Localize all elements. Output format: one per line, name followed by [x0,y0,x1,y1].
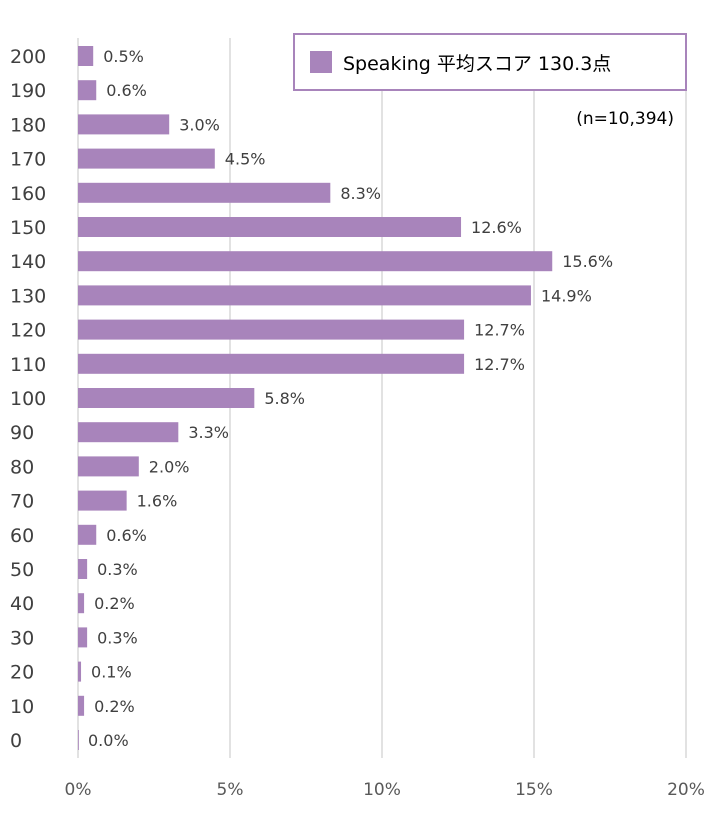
category-label-190: 190 [10,80,46,102]
bar-60 [78,524,97,545]
bar-50 [78,559,88,579]
category-label-10: 10 [10,696,34,718]
bar-100 [78,388,255,408]
category-label-130: 130 [10,285,46,307]
bar-170 [78,148,215,169]
bar-110 [78,353,465,374]
value-label-120: 12.7% [474,321,525,340]
bar-20 [78,661,82,682]
value-label-130: 14.9% [541,286,592,305]
category-label-20: 20 [10,662,34,684]
value-label-80: 2.0% [149,457,190,476]
bar-10 [78,695,85,716]
category-label-0: 0 [10,730,22,752]
category-label-110: 110 [10,354,46,376]
category-label-60: 60 [10,525,34,547]
value-label-70: 1.6% [137,492,178,511]
bars [78,46,553,750]
value-label-170: 4.5% [225,150,266,169]
bar-180 [78,114,170,135]
category-label-160: 160 [10,183,46,205]
value-label-110: 12.7% [474,355,525,374]
bar-80 [78,456,139,477]
bar-0 [78,730,79,750]
legend-series-name: Speaking 平均スコア 130.3点 [343,53,611,75]
bar-200 [78,46,94,66]
category-labels: 2001901801701601501401301201101009080706… [10,46,46,752]
category-label-40: 40 [10,593,34,615]
value-label-30: 0.3% [97,628,138,647]
value-label-140: 15.6% [562,252,613,271]
bar-140 [78,251,553,272]
legend-box [293,33,687,91]
value-label-160: 8.3% [340,184,381,203]
category-label-170: 170 [10,149,46,171]
value-label-50: 0.3% [97,560,138,579]
x-tick-label-0: 0% [65,780,92,800]
category-label-80: 80 [10,456,34,478]
x-tick-label-2: 10% [363,780,401,800]
value-label-60: 0.6% [106,526,147,545]
x-tick-labels: 0% 5% 10% 15% 20% [65,780,705,800]
x-tick-label-4: 20% [667,780,705,800]
bar-130 [78,285,531,306]
value-label-180: 3.0% [179,115,220,134]
category-label-150: 150 [10,217,46,239]
bar-190 [78,80,97,101]
bar-30 [78,627,88,648]
value-label-100: 5.8% [264,389,305,408]
category-label-140: 140 [10,251,46,273]
bar-40 [78,593,85,614]
bar-150 [78,217,462,237]
category-label-120: 120 [10,320,46,342]
legend-swatch [310,51,332,73]
category-label-50: 50 [10,559,34,581]
bar-70 [78,490,127,511]
bar-90 [78,422,179,443]
value-label-0: 0.0% [88,731,129,750]
category-label-70: 70 [10,491,34,513]
value-label-20: 0.1% [91,663,132,682]
value-labels: 0.5% 0.6% 3.0% 4.5% 8.3% 12.6% 15.6% 14.9% 12.7%… [88,47,613,750]
value-label-200: 0.5% [103,47,144,66]
bar-120 [78,319,465,340]
x-tick-label-1: 5% [217,780,244,800]
value-label-10: 0.2% [94,697,135,716]
category-label-200: 200 [10,46,46,68]
value-label-90: 3.3% [188,423,229,442]
value-label-190: 0.6% [106,81,147,100]
legend: Speaking 平均スコア 130.3点 [293,33,687,91]
category-label-90: 90 [10,422,34,444]
value-label-40: 0.2% [94,594,135,613]
value-label-150: 12.6% [471,218,522,237]
sample-size-note: (n=10,394) [576,109,674,129]
category-label-100: 100 [10,388,46,410]
bar-160 [78,182,331,203]
category-label-180: 180 [10,114,46,136]
category-label-30: 30 [10,627,34,649]
x-tick-label-3: 15% [515,780,553,800]
